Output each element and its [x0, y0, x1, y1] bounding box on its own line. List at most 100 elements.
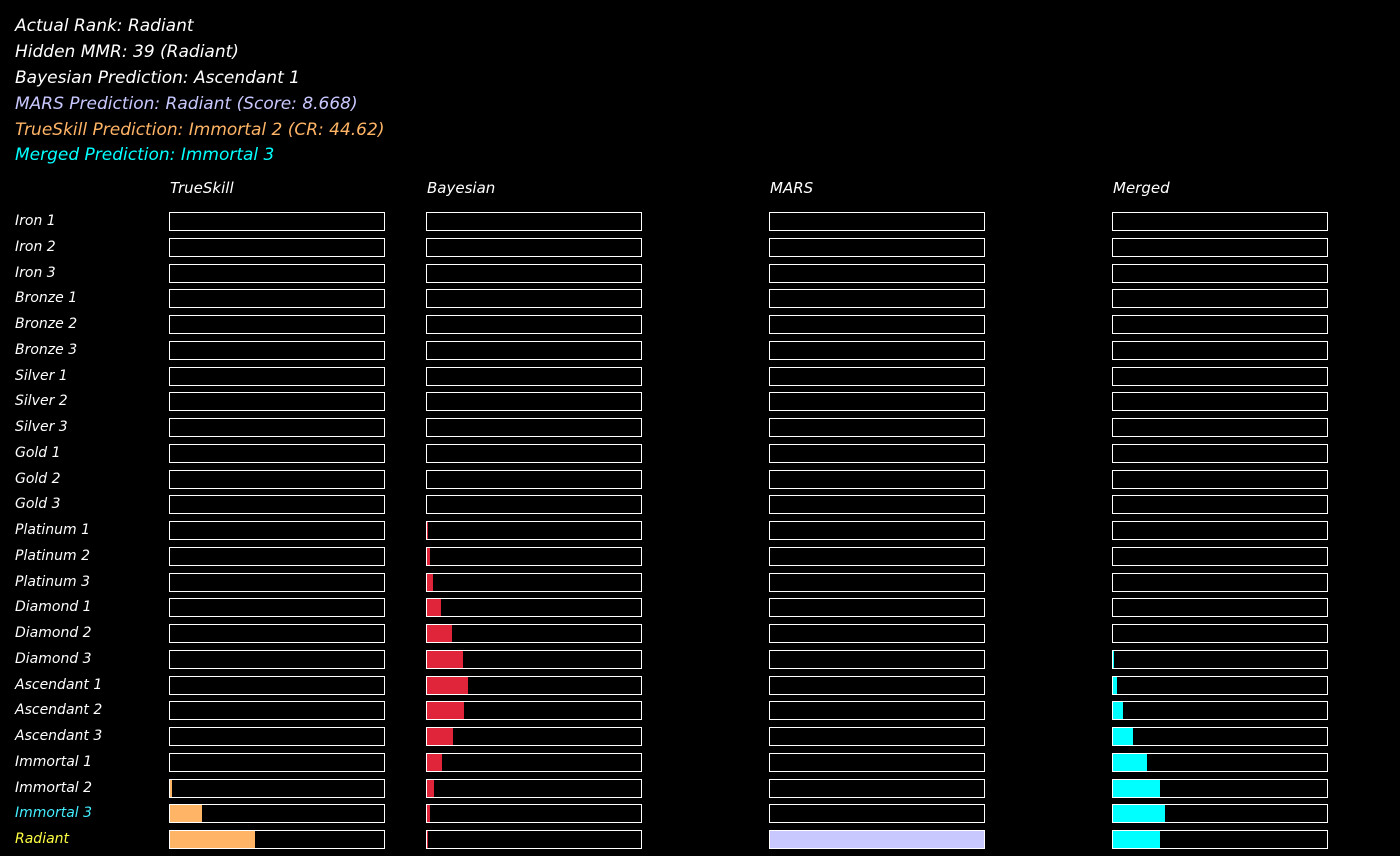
prob-bar-trueskill-gold-3: [169, 495, 385, 514]
prob-bar-fill: [427, 574, 433, 591]
prob-bar-mars-immortal-2: [769, 779, 985, 798]
prob-bar-merged-bronze-1: [1112, 289, 1328, 308]
prob-bar-merged-bronze-2: [1112, 315, 1328, 334]
prob-bar-trueskill-ascendant-3: [169, 727, 385, 746]
prob-bar-mars-gold-2: [769, 470, 985, 489]
rank-label-iron-1: Iron 1: [15, 213, 56, 229]
prob-bar-trueskill-silver-1: [169, 367, 385, 386]
prob-bar-merged-immortal-3: [1112, 804, 1328, 823]
prob-bar-bayesian-ascendant-1: [426, 676, 642, 695]
column-header-mars: MARS: [770, 179, 814, 197]
prob-bar-bayesian-platinum-2: [426, 547, 642, 566]
prob-bar-bayesian-silver-2: [426, 392, 642, 411]
prob-bar-fill: [427, 599, 441, 616]
rank-label-diamond-3: Diamond 3: [15, 651, 92, 667]
trueskill-prediction-text: TrueSkill Prediction: Immortal 2 (CR: 44…: [15, 120, 385, 140]
prob-bar-trueskill-gold-2: [169, 470, 385, 489]
prob-bar-mars-bronze-2: [769, 315, 985, 334]
prob-bar-bayesian-ascendant-3: [426, 727, 642, 746]
column-header-trueskill: TrueSkill: [170, 179, 234, 197]
prob-bar-bayesian-gold-3: [426, 495, 642, 514]
rank-label-platinum-3: Platinum 3: [15, 574, 91, 590]
prob-bar-mars-radiant: [769, 830, 985, 849]
rank-label-bronze-3: Bronze 3: [15, 342, 78, 358]
prob-bar-mars-gold-3: [769, 495, 985, 514]
rank-label-platinum-1: Platinum 1: [15, 522, 91, 538]
prob-bar-merged-diamond-2: [1112, 624, 1328, 643]
prob-bar-trueskill-silver-3: [169, 418, 385, 437]
prob-bar-mars-iron-2: [769, 238, 985, 257]
prob-bar-trueskill-iron-2: [169, 238, 385, 257]
prob-bar-fill: [1113, 677, 1117, 694]
prob-bar-fill: [427, 754, 442, 771]
prob-bar-fill: [1113, 651, 1114, 668]
prob-bar-merged-ascendant-3: [1112, 727, 1328, 746]
prob-bar-trueskill-platinum-1: [169, 521, 385, 540]
prob-bar-bayesian-diamond-1: [426, 598, 642, 617]
prob-bar-trueskill-ascendant-2: [169, 701, 385, 720]
column-header-merged: Merged: [1113, 179, 1170, 197]
prob-bar-mars-iron-3: [769, 264, 985, 283]
prob-bar-fill: [1113, 805, 1165, 822]
prob-bar-merged-gold-3: [1112, 495, 1328, 514]
prob-bar-trueskill-bronze-3: [169, 341, 385, 360]
prob-bar-bayesian-iron-3: [426, 264, 642, 283]
prob-bar-bayesian-immortal-3: [426, 804, 642, 823]
prob-bar-mars-diamond-1: [769, 598, 985, 617]
prob-bar-fill: [427, 831, 428, 848]
prob-bar-mars-immortal-1: [769, 753, 985, 772]
prob-bar-trueskill-gold-1: [169, 444, 385, 463]
prob-bar-fill: [427, 728, 453, 745]
prob-bar-bayesian-immortal-2: [426, 779, 642, 798]
rank-label-gold-3: Gold 3: [15, 496, 61, 512]
prob-bar-bayesian-platinum-3: [426, 573, 642, 592]
prob-bar-mars-diamond-2: [769, 624, 985, 643]
prob-bar-trueskill-iron-1: [169, 212, 385, 231]
prob-bar-bayesian-bronze-3: [426, 341, 642, 360]
prob-bar-bayesian-bronze-1: [426, 289, 642, 308]
prob-bar-mars-immortal-3: [769, 804, 985, 823]
prob-bar-mars-ascendant-3: [769, 727, 985, 746]
prob-bar-merged-bronze-3: [1112, 341, 1328, 360]
prob-bar-merged-iron-2: [1112, 238, 1328, 257]
prob-bar-fill: [427, 780, 434, 797]
mars-prediction-text: MARS Prediction: Radiant (Score: 8.668): [15, 94, 358, 114]
prob-bar-mars-silver-1: [769, 367, 985, 386]
prob-bar-mars-platinum-2: [769, 547, 985, 566]
prob-bar-fill: [427, 651, 463, 668]
prob-bar-fill: [1113, 831, 1160, 848]
rank-label-diamond-1: Diamond 1: [15, 599, 92, 615]
prob-bar-trueskill-bronze-2: [169, 315, 385, 334]
rank-label-ascendant-1: Ascendant 1: [15, 677, 103, 693]
prob-bar-merged-ascendant-1: [1112, 676, 1328, 695]
prob-bar-fill: [427, 522, 428, 539]
prob-bar-bayesian-gold-1: [426, 444, 642, 463]
prob-bar-merged-immortal-2: [1112, 779, 1328, 798]
prob-bar-merged-silver-3: [1112, 418, 1328, 437]
prob-bar-fill: [170, 831, 255, 848]
rank-label-ascendant-2: Ascendant 2: [15, 702, 103, 718]
prob-bar-merged-iron-3: [1112, 264, 1328, 283]
prob-bar-trueskill-ascendant-1: [169, 676, 385, 695]
prob-bar-bayesian-bronze-2: [426, 315, 642, 334]
prob-bar-fill: [1113, 780, 1160, 797]
prob-bar-merged-platinum-1: [1112, 521, 1328, 540]
prob-bar-fill: [427, 625, 452, 642]
prob-bar-bayesian-gold-2: [426, 470, 642, 489]
prob-bar-fill: [770, 831, 984, 848]
prob-bar-mars-platinum-1: [769, 521, 985, 540]
prob-bar-merged-diamond-1: [1112, 598, 1328, 617]
prob-bar-bayesian-diamond-3: [426, 650, 642, 669]
prob-bar-merged-platinum-3: [1112, 573, 1328, 592]
prob-bar-trueskill-diamond-1: [169, 598, 385, 617]
bayesian-prediction-text: Bayesian Prediction: Ascendant 1: [15, 68, 300, 88]
prob-bar-merged-gold-2: [1112, 470, 1328, 489]
prob-bar-trueskill-immortal-1: [169, 753, 385, 772]
rank-label-immortal-3: Immortal 3: [15, 805, 93, 821]
prob-bar-merged-iron-1: [1112, 212, 1328, 231]
prob-bar-bayesian-immortal-1: [426, 753, 642, 772]
prob-bar-mars-bronze-1: [769, 289, 985, 308]
prob-bar-bayesian-silver-3: [426, 418, 642, 437]
prob-bar-trueskill-platinum-2: [169, 547, 385, 566]
